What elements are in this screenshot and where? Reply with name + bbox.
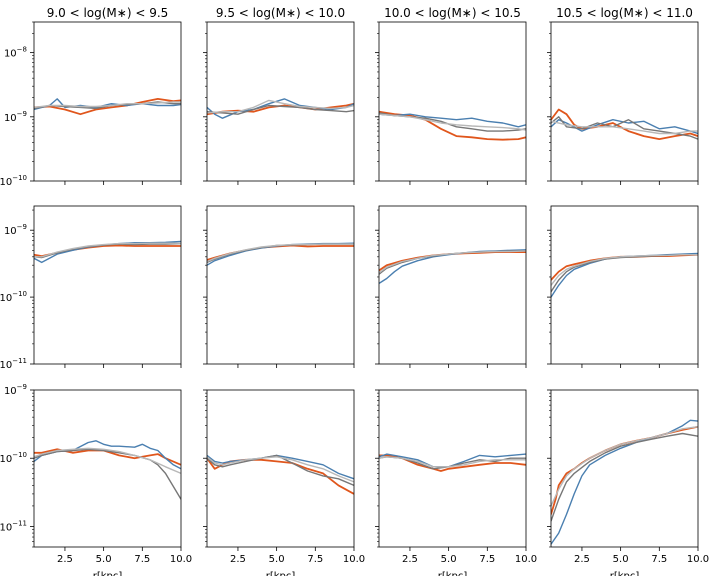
series-line-1 bbox=[34, 98, 181, 116]
axes-frame bbox=[206, 389, 355, 548]
x-tick-label: 10.0 bbox=[343, 554, 365, 565]
panel-r2-c4 bbox=[547, 205, 699, 368]
x-tick-label: 7.5 bbox=[134, 554, 150, 565]
series-line-2 bbox=[207, 454, 354, 480]
x-axis-label: r[kpc] bbox=[438, 571, 468, 576]
series-line-4 bbox=[34, 447, 181, 475]
x-tick-label: 2.5 bbox=[57, 554, 73, 565]
x-tick-label: 2.5 bbox=[574, 554, 590, 565]
x-tick-label: 7.5 bbox=[479, 554, 495, 565]
column-title: 9.0 < log(M∗) < 9.5 bbox=[47, 6, 169, 20]
y-tick-label: 10−9 bbox=[4, 223, 27, 237]
x-tick-label: 5.0 bbox=[441, 554, 457, 565]
series-line-3 bbox=[207, 104, 354, 115]
series-line-1 bbox=[34, 448, 181, 466]
y-tick-label: 10−11 bbox=[0, 357, 27, 371]
series-line-4 bbox=[379, 456, 526, 468]
panel-r2-c1: 10−9 10−10 10−11 bbox=[0, 205, 182, 371]
x-tick-label: 10.0 bbox=[170, 554, 192, 565]
series-line-4 bbox=[551, 253, 698, 286]
y-tick-label: 10−9 bbox=[4, 110, 27, 124]
x-tick-label: 7.5 bbox=[651, 554, 667, 565]
x-tick-label: 5.0 bbox=[269, 554, 285, 565]
series-line-4 bbox=[379, 250, 526, 274]
panel-r3-c1: 10−9 10−10 10−11 2.5 5.0 7.5 10.0 r[kpc] bbox=[0, 383, 192, 576]
axes-frame bbox=[206, 205, 355, 365]
panel-r3-c3: 2.5 5.0 7.5 10.0 r[kpc] bbox=[375, 389, 537, 576]
y-tick-label: 10−9 bbox=[4, 383, 27, 397]
series-line-1 bbox=[207, 244, 354, 261]
axes-frame bbox=[33, 21, 182, 182]
axes-frame bbox=[206, 21, 355, 182]
column-title: 9.5 < log(M∗) < 10.0 bbox=[216, 6, 345, 20]
panel-r3-c4: 2.5 5.0 7.5 10.0 r[kpc] bbox=[547, 389, 709, 576]
panel-r1-c2: 9.5 < log(M∗) < 10.0 bbox=[203, 6, 355, 185]
series-line-4 bbox=[379, 113, 526, 131]
panel-r2-c3 bbox=[375, 205, 527, 368]
column-title: 10.0 < log(M∗) < 10.5 bbox=[384, 6, 521, 20]
series-line-3 bbox=[34, 448, 181, 500]
x-tick-label: 2.5 bbox=[230, 554, 246, 565]
series-line-3 bbox=[551, 432, 698, 522]
panel-r2-c2 bbox=[203, 205, 355, 368]
series-line-2 bbox=[207, 98, 354, 119]
column-title: 10.5 < log(M∗) < 11.0 bbox=[556, 6, 693, 20]
series-line-1 bbox=[551, 108, 698, 141]
series-line-1 bbox=[207, 102, 354, 116]
axes-frame bbox=[550, 21, 699, 182]
x-axis-label: r[kpc] bbox=[266, 571, 296, 576]
series-line-2 bbox=[551, 118, 698, 135]
panel-r1-c4: 10.5 < log(M∗) < 11.0 bbox=[547, 6, 699, 185]
x-tick-label: 7.5 bbox=[307, 554, 323, 565]
y-tick-label: 10−10 bbox=[0, 290, 27, 304]
x-tick-label: 10.0 bbox=[515, 554, 537, 565]
series-line-1 bbox=[207, 457, 354, 495]
x-tick-label: 2.5 bbox=[402, 554, 418, 565]
series-line-4 bbox=[551, 426, 698, 507]
panel-r1-c3: 10.0 < log(M∗) < 10.5 bbox=[375, 6, 527, 185]
x-axis-label: r[kpc] bbox=[93, 571, 123, 576]
y-tick-label: 10−10 bbox=[0, 174, 27, 188]
series-line-4 bbox=[207, 456, 354, 483]
series-line-2 bbox=[551, 419, 698, 545]
panel-r3-c2: 2.5 5.0 7.5 10.0 r[kpc] bbox=[203, 389, 365, 576]
series-line-3 bbox=[551, 253, 698, 293]
x-tick-label: 5.0 bbox=[613, 554, 629, 565]
axes-frame bbox=[378, 21, 527, 182]
axes-frame bbox=[33, 205, 182, 365]
axes-frame bbox=[33, 389, 182, 548]
x-axis-label: r[kpc] bbox=[610, 571, 640, 576]
y-tick-label: 10−8 bbox=[4, 46, 27, 60]
series-line-4 bbox=[34, 101, 181, 109]
series-line-4 bbox=[207, 99, 354, 114]
series-line-2 bbox=[379, 113, 526, 128]
series-line-4 bbox=[207, 243, 354, 263]
series-line-4 bbox=[551, 120, 698, 135]
x-tick-label: 5.0 bbox=[96, 554, 112, 565]
axes-frame bbox=[378, 205, 527, 365]
series-line-4 bbox=[34, 242, 181, 258]
y-tick-label: 10−11 bbox=[0, 519, 27, 533]
y-tick-label: 10−10 bbox=[0, 451, 27, 465]
series-line-2 bbox=[551, 252, 698, 298]
x-tick-label: 10.0 bbox=[687, 554, 709, 565]
panel-r1-c1: 10−8 10−9 10−10 9.0 < log(M∗) < 9.5 bbox=[0, 6, 182, 188]
series-line-2 bbox=[379, 249, 526, 284]
axes-frame bbox=[550, 205, 699, 365]
